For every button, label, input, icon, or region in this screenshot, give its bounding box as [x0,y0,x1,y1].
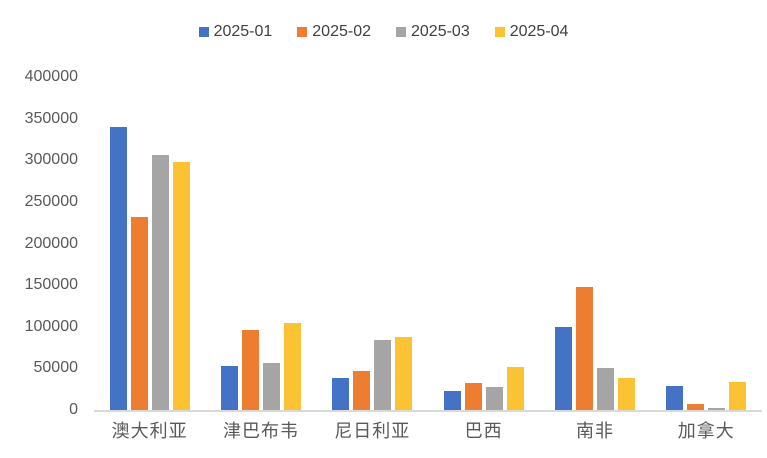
legend-label: 2025-03 [411,23,470,40]
y-axis-tick-label: 200000 [24,234,78,252]
legend: 2025-01 2025-02 2025-03 2025-04 [0,23,767,41]
bar-2025-04 [506,367,524,410]
y-axis-tick-label: 50000 [33,359,79,377]
y-axis-tick-label: 0 [69,401,78,418]
bar-group [428,77,539,410]
bar-2025-03 [374,340,392,410]
bar-2025-02 [464,383,482,410]
x-axis-labels: 澳大利亚 津巴布韦 尼日利亚 巴西 南非 加拿大 [94,417,762,443]
x-axis-category-label: 加拿大 [677,421,735,441]
bar-2025-03 [485,387,503,410]
bar-2025-01 [109,127,127,410]
legend-item-2025-03: 2025-03 [396,23,470,41]
legend-swatch-icon [297,27,308,37]
legend-swatch-icon [396,27,406,37]
bar-group [317,77,428,410]
bar-2025-04 [283,323,301,410]
bar-2025-03 [708,408,726,410]
y-axis-tick-label: 350000 [24,109,78,127]
bar-group [94,77,205,410]
bar-2025-02 [687,404,705,410]
bar-2025-01 [443,391,461,410]
bar-2025-04 [395,337,413,410]
bar-2025-03 [151,155,169,410]
x-axis-category-label: 巴西 [464,421,503,441]
bar-2025-04 [729,382,747,410]
bar-group [651,77,762,410]
plot-area [94,77,762,412]
bar-2025-01 [332,378,350,410]
x-axis-category-label: 南非 [575,421,614,441]
legend-label: 2025-02 [312,23,371,40]
bar-2025-03 [596,368,614,410]
legend-item-2025-04: 2025-04 [494,23,569,41]
bar-2025-04 [172,162,190,410]
y-axis-tick-label: 150000 [24,276,78,294]
bar-2025-04 [617,378,635,410]
legend-item-2025-02: 2025-02 [297,23,371,41]
bar-2025-02 [241,330,259,410]
bar-2025-02 [130,217,148,410]
bar-2025-01 [666,386,684,410]
bar-2025-02 [575,287,593,410]
y-axis: 0 50000 100000 150000 200000 250000 300000 3500… [0,69,79,418]
bar-group [539,77,650,410]
bar-group [205,77,316,410]
legend-item-2025-01: 2025-01 [198,23,273,41]
legend-label: 2025-01 [213,23,273,40]
y-axis-tick-label: 250000 [24,192,78,210]
x-axis-category-label: 尼日利亚 [334,421,411,441]
legend-swatch-icon [198,27,209,37]
legend-label: 2025-04 [509,23,569,40]
bar-2025-03 [262,363,280,410]
x-axis-category-label: 津巴布韦 [222,421,299,441]
bar-2025-02 [353,371,371,410]
bar-2025-01 [220,366,238,410]
x-axis-category-label: 澳大利亚 [111,421,188,441]
y-axis-tick-label: 100000 [24,317,78,335]
bar-2025-01 [554,327,572,410]
y-axis-tick-label: 400000 [24,68,78,85]
y-axis-tick-label: 300000 [24,151,78,169]
legend-swatch-icon [494,27,505,37]
